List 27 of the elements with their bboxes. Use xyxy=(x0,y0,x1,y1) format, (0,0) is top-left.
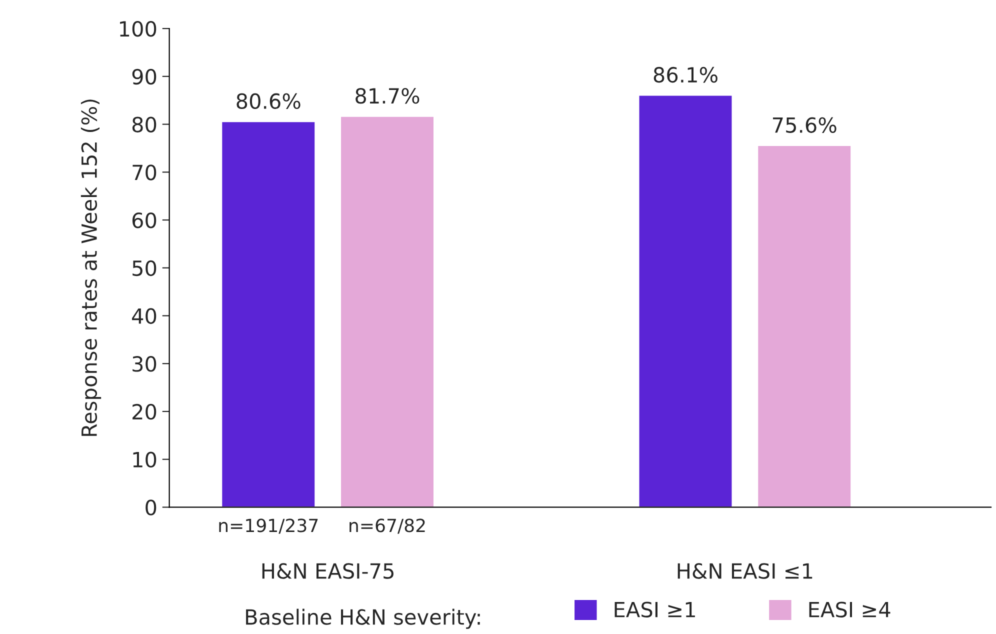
text: n=191/237 xyxy=(219,518,318,534)
bar xyxy=(638,94,734,508)
data-label: 86.1% xyxy=(654,66,718,83)
data-label: 75.6% xyxy=(772,117,836,133)
y-tick-label: 30 xyxy=(132,356,156,372)
text: n=67/82 xyxy=(350,518,425,534)
data-label: 81.7% xyxy=(356,88,420,104)
x-tick-label: H&N EASI-75 xyxy=(262,563,394,579)
y-tick-label: 80 xyxy=(132,116,156,132)
y-tick-label: 60 xyxy=(132,212,156,228)
y-tick-label: 20 xyxy=(132,404,156,420)
x-tick-label: H&N EASI ≤1 xyxy=(678,563,812,579)
y-axis-title: Response rates at Week 152 (%) xyxy=(80,100,102,436)
bar xyxy=(756,144,852,508)
y-tick-label: 50 xyxy=(132,260,156,276)
y-tick-label: 40 xyxy=(132,308,156,324)
y-tick-label: 0 xyxy=(146,500,156,516)
legend-title: Baseline H&N severity: xyxy=(246,608,480,629)
y-tick-label: 70 xyxy=(132,164,156,180)
bar xyxy=(340,115,435,508)
bar xyxy=(220,120,316,508)
y-tick-label: 90 xyxy=(132,68,156,85)
legend-label: EASI ≥1 xyxy=(614,602,695,618)
legend-label: EASI ≥4 xyxy=(809,602,890,618)
data-label: 80.6% xyxy=(236,93,300,110)
y-tick-label: 10 xyxy=(133,452,156,468)
y-tick-label: 100 xyxy=(120,20,156,37)
